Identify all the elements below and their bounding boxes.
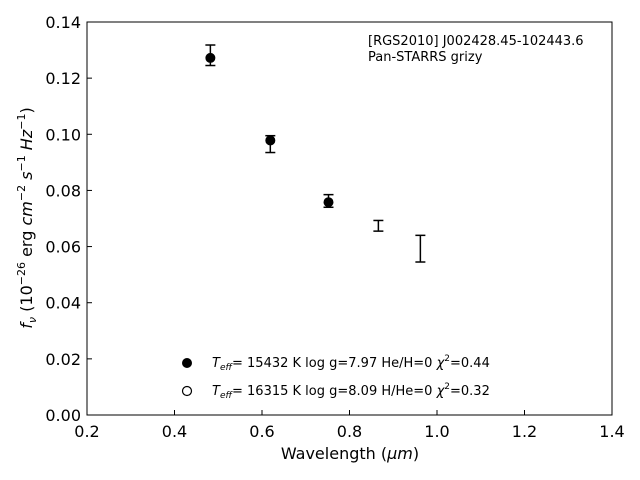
x-tick-label: 1.0: [424, 422, 449, 441]
annotation-line-2: Pan-STARRS grizy: [368, 50, 483, 65]
y-tick-label: 0.10: [45, 125, 81, 144]
y-tick-label: 0.04: [45, 294, 81, 313]
model-point: [323, 197, 334, 208]
x-tick-label: 1.4: [599, 422, 624, 441]
legend-marker-open: [181, 385, 193, 397]
y-tick-label: 0.02: [45, 350, 81, 369]
x-tick-label: 1.2: [512, 422, 537, 441]
x-axis-label: Wavelength (μm): [281, 444, 419, 463]
data-points: [205, 52, 334, 208]
y-tick-label: 0.14: [45, 13, 81, 32]
x-tick-label: 0.6: [249, 422, 274, 441]
y-axis-label: fν (10−26 erg cm−2 s−1 Hz−1): [15, 107, 39, 328]
y-tick-label: 0.06: [45, 238, 81, 257]
x-tick-label: 0.8: [337, 422, 362, 441]
plot-area: [86, 21, 613, 416]
y-tick-label: 0.08: [45, 181, 81, 200]
x-axis-ticks: 0.2 0.4 0.6 0.8 1.0 1.2 1.4: [74, 410, 625, 441]
legend-marker-filled: [182, 358, 192, 368]
legend-entry-1: Teff= 15432 K log g=7.97 He/H=0 χ2=0.44: [212, 354, 490, 373]
error-bar: [373, 219, 384, 232]
x-tick-label: 0.2: [74, 422, 99, 441]
y-tick-label: 0.12: [45, 69, 81, 88]
x-tick-label: 0.4: [162, 422, 187, 441]
error-bar: [415, 234, 426, 263]
y-tick-label: 0.00: [45, 406, 81, 425]
legend-entry-2: Teff= 16315 K log g=8.09 H/He=0 χ2=0.32: [212, 382, 490, 401]
annotation-line-1: [RGS2010] J002428.45-102443.6: [368, 34, 584, 49]
model-point: [205, 52, 216, 63]
model-point: [265, 135, 276, 146]
legend: Teff= 15432 K log g=7.97 He/H=0 χ2=0.44 …: [181, 354, 490, 401]
y-axis-ticks: 0.00 0.02 0.04 0.06 0.08 0.10 0.12 0.14: [45, 13, 92, 425]
